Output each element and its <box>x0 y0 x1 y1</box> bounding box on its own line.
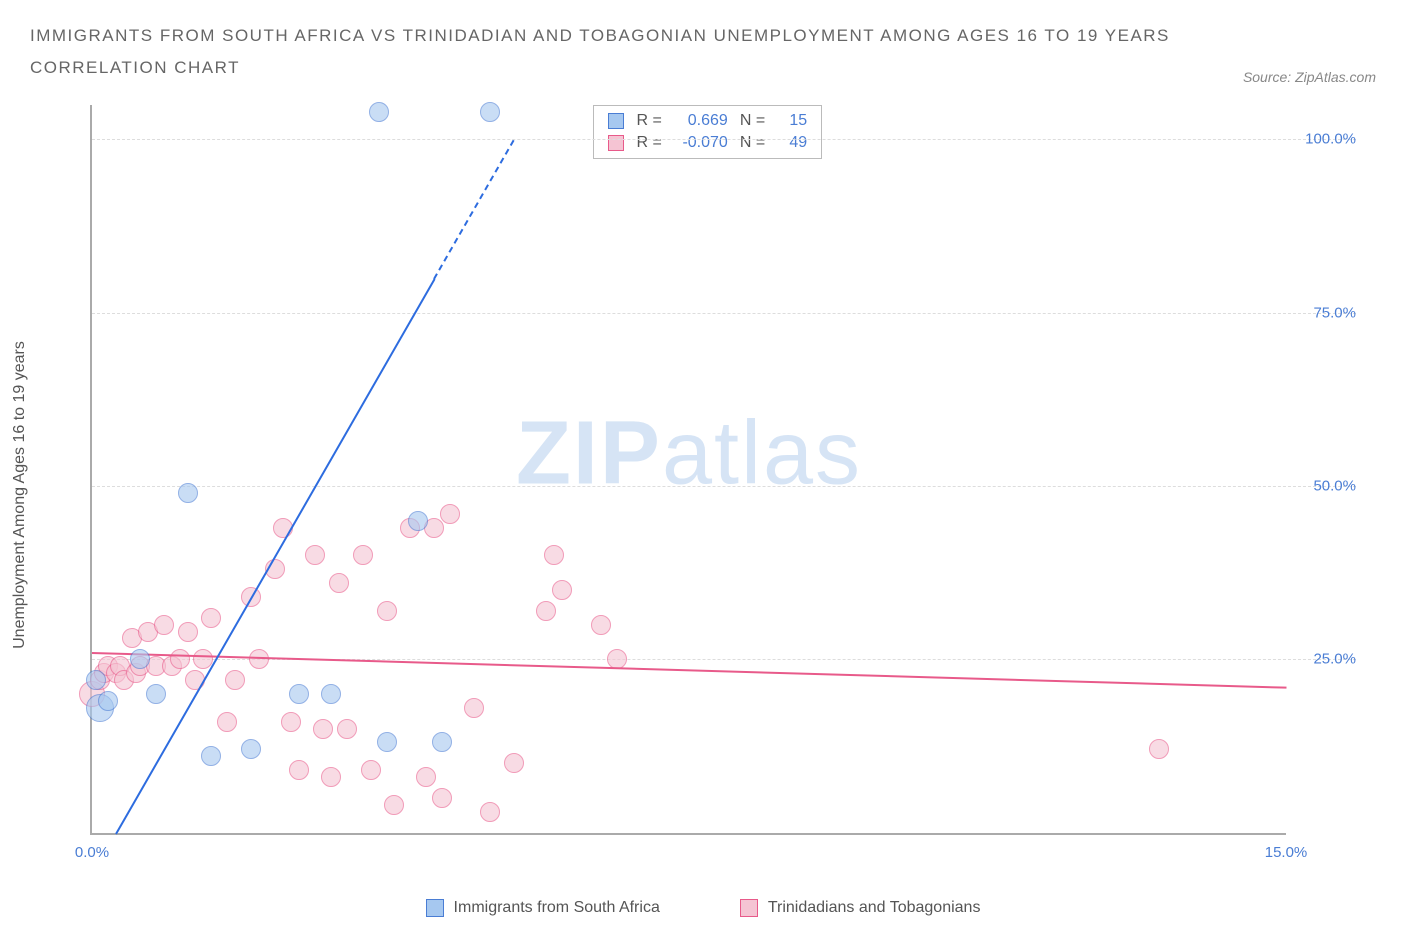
watermark: ZIPatlas <box>516 403 862 506</box>
scatter-point <box>217 712 237 732</box>
title-line-2: Correlation Chart <box>30 58 240 77</box>
y-tick-label: 75.0% <box>1296 304 1356 321</box>
chart-legend: Immigrants from South Africa Trinidadians… <box>30 899 1376 922</box>
scatter-point <box>329 573 349 593</box>
correlation-stats-box: R = 0.669 N = 15 R = -0.070 N = 49 <box>593 105 822 159</box>
scatter-point <box>377 601 397 621</box>
scatter-point <box>281 712 301 732</box>
legend-item: Immigrants from South Africa <box>426 899 660 917</box>
y-gridline <box>92 486 1356 487</box>
r-value: -0.070 <box>674 134 728 152</box>
title-line-1: Immigrants from South Africa vs Trinidad… <box>30 26 1170 45</box>
scatter-point <box>321 767 341 787</box>
n-value: 15 <box>777 112 807 130</box>
legend-label: Trinidadians and Tobagonians <box>768 899 981 917</box>
r-value: 0.669 <box>674 112 728 130</box>
scatter-point <box>377 732 397 752</box>
series-swatch <box>608 135 624 151</box>
scatter-point <box>432 788 452 808</box>
scatter-point <box>289 760 309 780</box>
legend-label: Immigrants from South Africa <box>454 899 660 917</box>
series-swatch <box>608 113 624 129</box>
scatter-point <box>369 102 389 122</box>
legend-swatch <box>426 899 444 917</box>
y-axis-label: Unemployment Among Ages 16 to 19 years <box>11 341 29 649</box>
scatter-point <box>170 649 190 669</box>
scatter-point <box>440 504 460 524</box>
scatter-point <box>353 545 373 565</box>
chart-title: Immigrants from South Africa vs Trinidad… <box>30 20 1170 85</box>
scatter-point <box>313 719 333 739</box>
scatter-point <box>321 684 341 704</box>
scatter-point <box>86 670 106 690</box>
watermark-rest: atlas <box>662 404 862 504</box>
scatter-point <box>289 684 309 704</box>
scatter-point <box>130 649 150 669</box>
scatter-point <box>591 615 611 635</box>
n-label: N = <box>740 134 765 152</box>
y-gridline <box>92 313 1356 314</box>
scatter-point <box>305 545 325 565</box>
watermark-bold: ZIP <box>516 404 662 504</box>
x-tick-label: 15.0% <box>1265 844 1308 861</box>
scatter-point <box>480 802 500 822</box>
trend-line-dashed <box>433 140 514 280</box>
legend-swatch <box>740 899 758 917</box>
scatter-point <box>146 684 166 704</box>
scatter-point <box>201 746 221 766</box>
legend-item: Trinidadians and Tobagonians <box>740 899 981 917</box>
stats-row: R = -0.070 N = 49 <box>594 132 821 154</box>
correlation-chart: Unemployment Among Ages 16 to 19 years Z… <box>30 95 1376 895</box>
n-value: 49 <box>777 134 807 152</box>
scatter-point <box>361 760 381 780</box>
y-gridline <box>92 139 1356 140</box>
stats-row: R = 0.669 N = 15 <box>594 110 821 132</box>
scatter-point <box>384 795 404 815</box>
scatter-point <box>544 545 564 565</box>
r-label: R = <box>636 134 661 152</box>
trend-line <box>92 652 1286 689</box>
scatter-point <box>249 649 269 669</box>
n-label: N = <box>740 112 765 130</box>
scatter-point <box>178 483 198 503</box>
y-tick-label: 100.0% <box>1296 131 1356 148</box>
scatter-point <box>480 102 500 122</box>
scatter-point <box>337 719 357 739</box>
scatter-point <box>504 753 524 773</box>
x-tick-label: 0.0% <box>75 844 109 861</box>
scatter-point <box>241 739 261 759</box>
scatter-point <box>1149 739 1169 759</box>
scatter-point <box>154 615 174 635</box>
scatter-point <box>178 622 198 642</box>
scatter-point <box>225 670 245 690</box>
scatter-point <box>432 732 452 752</box>
scatter-point <box>552 580 572 600</box>
scatter-point <box>201 608 221 628</box>
scatter-point <box>416 767 436 787</box>
plot-area: ZIPatlas R =0.669N =15R =-0.070N =49 25.… <box>90 105 1286 835</box>
scatter-point <box>98 691 118 711</box>
r-label: R = <box>636 112 661 130</box>
source-attribution: Source: ZipAtlas.com <box>1243 69 1376 85</box>
y-tick-label: 25.0% <box>1296 651 1356 668</box>
scatter-point <box>464 698 484 718</box>
scatter-point <box>408 511 428 531</box>
y-tick-label: 50.0% <box>1296 477 1356 494</box>
scatter-point <box>536 601 556 621</box>
